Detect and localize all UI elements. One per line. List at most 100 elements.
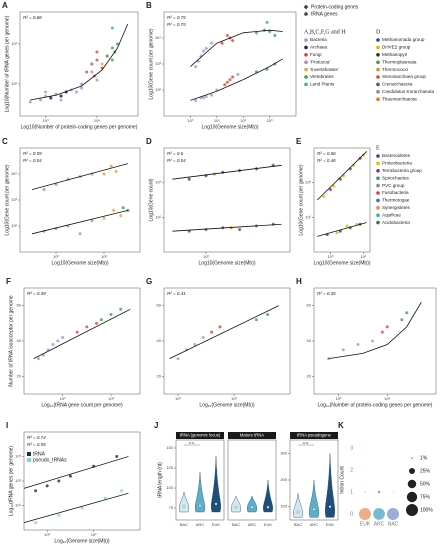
size-label: 75% — [420, 494, 431, 500]
legend-label: tRNA — [33, 451, 46, 457]
data-point — [341, 348, 345, 352]
facet-title: tRNA (genomic locus) — [180, 433, 221, 438]
legend-dot — [376, 213, 380, 217]
data-point — [49, 96, 53, 100]
x-tick-label: 10⁴ — [94, 118, 100, 123]
fit-line — [317, 151, 367, 201]
significance: n.s. — [303, 440, 309, 445]
data-point — [103, 496, 107, 500]
data-point — [193, 343, 197, 347]
x-tick-label: EUK — [264, 522, 273, 527]
y-axis-label: Log10(Number of tRNA genes per genome) — [4, 15, 10, 112]
data-point — [34, 489, 38, 493]
fit-line — [317, 222, 367, 237]
y-axis-label: Number of tRNA isoacceptor per genome — [8, 295, 14, 387]
legend-label: Thermotogae — [382, 198, 410, 203]
legend-dot — [304, 53, 308, 57]
legend-dot — [376, 220, 380, 225]
legend-label: Thermococci — [382, 67, 408, 72]
data-point — [351, 163, 356, 168]
violin — [231, 495, 241, 513]
data-point — [109, 164, 114, 169]
plot-frame — [313, 287, 437, 395]
data-point — [42, 187, 46, 192]
x-tick-label: ARC — [374, 521, 385, 527]
data-point — [28, 100, 32, 104]
y-tick-label: 10³ — [11, 197, 17, 202]
legend-label: Methanopyri — [382, 52, 407, 57]
data-point — [102, 216, 106, 220]
size-label: 100% — [420, 507, 433, 513]
x-tick-label: EUK — [360, 521, 371, 527]
x-axis-label: Log10(Number of protein-coding genes per… — [21, 124, 138, 130]
fit-line — [30, 23, 129, 101]
x-axis-label: Log10(Genome size(Mb)) — [314, 260, 371, 266]
legend-label: PVC group — [382, 183, 405, 188]
r-squared: R² = 0.74 — [27, 435, 46, 440]
y-tick-label: 200 — [280, 477, 287, 482]
panel-letter: F — [6, 277, 11, 286]
y-tick-label: 10² — [15, 478, 21, 483]
legend-label: Terrabacteria group — [382, 168, 422, 173]
data-point — [85, 70, 89, 74]
fit-line — [328, 301, 422, 360]
x-tick-label: ARC — [310, 522, 319, 527]
legend-label: Candidatus Korarchaeota — [382, 89, 435, 94]
data-point — [109, 313, 113, 316]
legend-dot — [304, 67, 308, 72]
data-point — [112, 208, 116, 212]
y-tick-label: 125 — [166, 465, 173, 470]
data-point — [34, 521, 38, 525]
y-tick-label: 10¹ — [15, 503, 21, 508]
data-point — [254, 318, 258, 322]
facet-header — [228, 432, 276, 439]
y-axis-label: Log10(Gene count per genome) — [4, 164, 10, 235]
size-key — [406, 491, 418, 503]
legend-label: Aquificae — [382, 212, 401, 217]
intron-dot — [392, 491, 394, 493]
x-axis-label: Log₁₀(Number of protein-coding genes per… — [318, 402, 433, 408]
data-point — [328, 187, 333, 192]
x-tick-label: 10⁰ — [175, 396, 181, 401]
intron-dot — [364, 447, 366, 449]
fit-line — [23, 456, 129, 489]
panel-letter: J — [154, 421, 158, 430]
data-point — [193, 64, 198, 69]
x-tick-label: 10² — [101, 254, 107, 259]
data-point — [85, 325, 89, 329]
x-tick-label: BAC — [294, 522, 302, 527]
data-point — [61, 335, 65, 339]
data-point — [199, 54, 203, 59]
y-axis-label: Log10(Gene count) — [148, 178, 154, 221]
data-point — [110, 58, 114, 62]
data-point — [115, 455, 119, 458]
y-tick-label: 100 — [280, 504, 287, 509]
y-tick-label: 60 — [17, 303, 22, 308]
legend-title: E — [376, 145, 380, 151]
y-tick-label: 0 — [350, 511, 353, 517]
x-tick-label: ARC — [248, 522, 257, 527]
legend-dot — [376, 53, 380, 57]
data-point — [119, 214, 123, 218]
data-point — [356, 343, 360, 347]
violin — [325, 453, 335, 518]
y-tick-label: 1 — [350, 489, 353, 495]
data-point — [78, 232, 82, 236]
y-tick-label: 10⁴ — [11, 171, 17, 176]
legend-dot — [304, 75, 308, 79]
data-point — [228, 78, 232, 82]
size-label: 1% — [420, 455, 428, 461]
data-point — [80, 506, 84, 510]
data-point — [121, 206, 125, 210]
plot-frame — [19, 11, 139, 117]
legend-label: Land Plants — [310, 82, 335, 87]
violin — [195, 471, 205, 513]
y-tick-label: 3 — [350, 445, 353, 451]
facet-frame — [175, 439, 225, 521]
plot-frame — [313, 147, 371, 253]
size-key — [411, 457, 413, 459]
data-point — [95, 50, 99, 54]
legend-label: Bacteroidetes — [382, 153, 411, 158]
legend-dot — [304, 45, 308, 50]
x-tick-label: 10² — [240, 118, 246, 123]
